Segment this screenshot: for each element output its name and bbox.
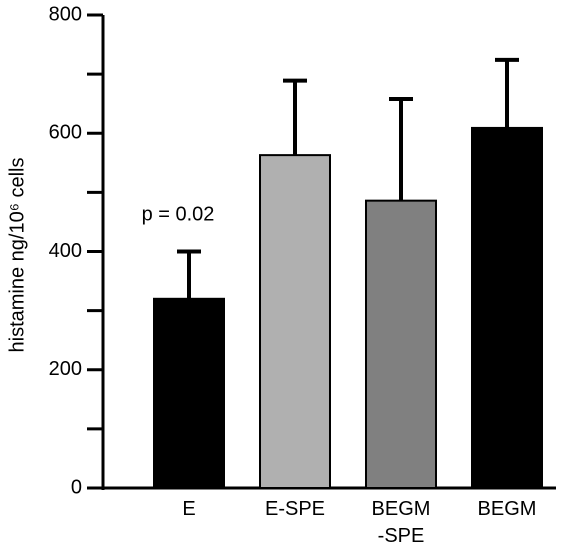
y-tick-label: 200	[49, 358, 82, 380]
bar	[471, 126, 543, 490]
y-tick-label: 400	[49, 240, 82, 262]
bar	[153, 297, 225, 489]
bar	[365, 199, 437, 489]
x-tick-label: BEGM -SPE	[372, 498, 431, 547]
y-tick-label: 0	[71, 476, 82, 498]
y-tick-label: 800	[49, 3, 82, 25]
x-tick-label: E	[182, 498, 195, 520]
x-tick-label: E-SPE	[265, 498, 325, 520]
bar	[259, 154, 331, 489]
y-tick-label: 600	[49, 122, 82, 144]
y-axis-label: histamine ng/10⁶ cells	[6, 158, 28, 353]
x-tick-label: BEGM	[478, 498, 537, 520]
annotation: p = 0.02	[142, 203, 215, 225]
